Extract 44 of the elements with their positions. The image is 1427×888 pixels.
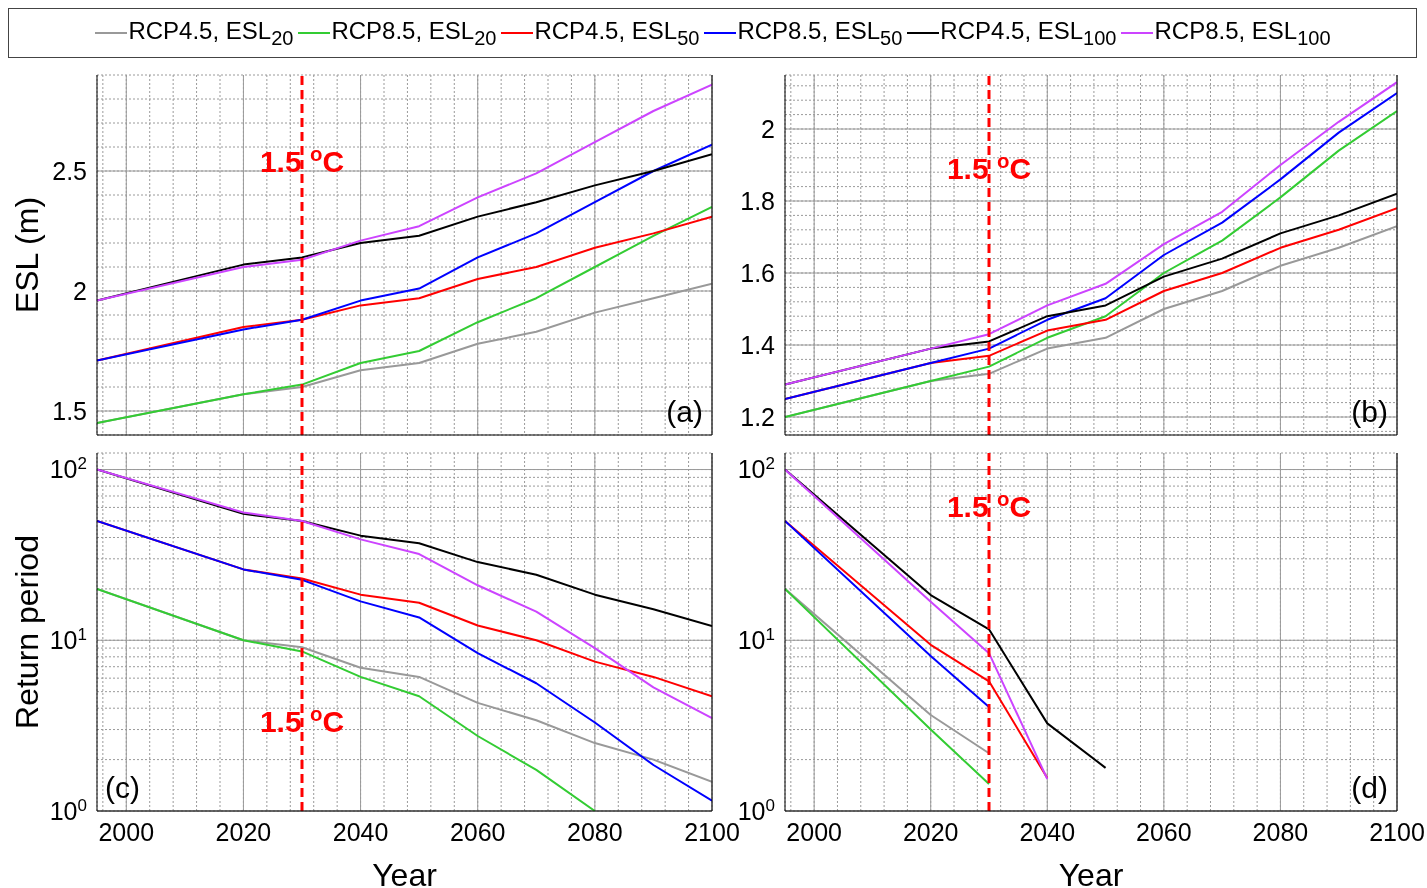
y-tick-label: 10$^{0}$ bbox=[737, 795, 775, 825]
annotation: (a) bbox=[666, 395, 703, 429]
x-tick-label: 2060 bbox=[1136, 818, 1192, 846]
x-tick-label: 2040 bbox=[332, 818, 389, 846]
legend-label: RCP4.5, ESL$_{100}$ bbox=[940, 16, 1117, 50]
x-tick-label: 2080 bbox=[1252, 818, 1309, 846]
legend-label: RCP4.5, ESL$_{50}$ bbox=[534, 16, 700, 50]
y-tick-label: 1.8 bbox=[740, 186, 775, 215]
annotation: (d) bbox=[1351, 771, 1388, 805]
y-tick-label: 1.2 bbox=[740, 402, 775, 431]
x-tick-label: 2000 bbox=[786, 818, 842, 846]
x-tick-label: 2080 bbox=[567, 818, 623, 846]
y-axis-title: Return period bbox=[9, 535, 45, 729]
ref-line-label: 1.5 $^{o}$C bbox=[946, 150, 1032, 186]
y-tick-label: 1.6 bbox=[740, 258, 775, 287]
y-tick-label: 10$^{2}$ bbox=[737, 453, 775, 484]
y-tick-label: 10$^{1}$ bbox=[737, 624, 775, 655]
legend-label: RCP8.5, ESL$_{100}$ bbox=[1154, 16, 1331, 50]
y-tick-label: 10$^{0}$ bbox=[49, 795, 87, 825]
legend-label: RCP4.5, ESL$_{20}$ bbox=[128, 16, 294, 50]
y-tick-label: 10$^{1}$ bbox=[49, 624, 87, 655]
ref-line-label: 1.5 $^{o}$C bbox=[259, 703, 345, 739]
x-tick-label: 2040 bbox=[1019, 818, 1076, 846]
y-tick-label: 10$^{2}$ bbox=[49, 453, 87, 484]
x-axis-title: Year bbox=[1058, 857, 1124, 888]
x-tick-label: 2020 bbox=[902, 818, 959, 846]
y-tick-label: 2 bbox=[761, 114, 775, 143]
annotation: (b) bbox=[1351, 395, 1388, 429]
y-tick-label: 1.5 bbox=[52, 396, 87, 425]
legend-label: RCP8.5, ESL$_{50}$ bbox=[737, 16, 903, 50]
y-tick-label: 2.5 bbox=[52, 156, 87, 185]
x-tick-label: 2060 bbox=[449, 818, 506, 846]
ref-line-label: 1.5 $^{o}$C bbox=[259, 143, 345, 179]
y-tick-label: 1.4 bbox=[740, 330, 776, 359]
x-tick-label: 2000 bbox=[98, 818, 155, 846]
y-axis-title: ESL (m) bbox=[9, 196, 45, 314]
ref-line-label: 1.5 $^{o}$C bbox=[946, 488, 1032, 524]
legend-label: RCP8.5, ESL$_{20}$ bbox=[331, 16, 497, 50]
y-tick-label: 2 bbox=[73, 276, 87, 305]
annotation: (c) bbox=[105, 771, 140, 805]
x-tick-label: 2100 bbox=[684, 818, 740, 846]
x-tick-label: 2020 bbox=[215, 818, 272, 846]
x-axis-title: Year bbox=[372, 857, 438, 888]
x-tick-label: 2100 bbox=[1369, 818, 1425, 846]
